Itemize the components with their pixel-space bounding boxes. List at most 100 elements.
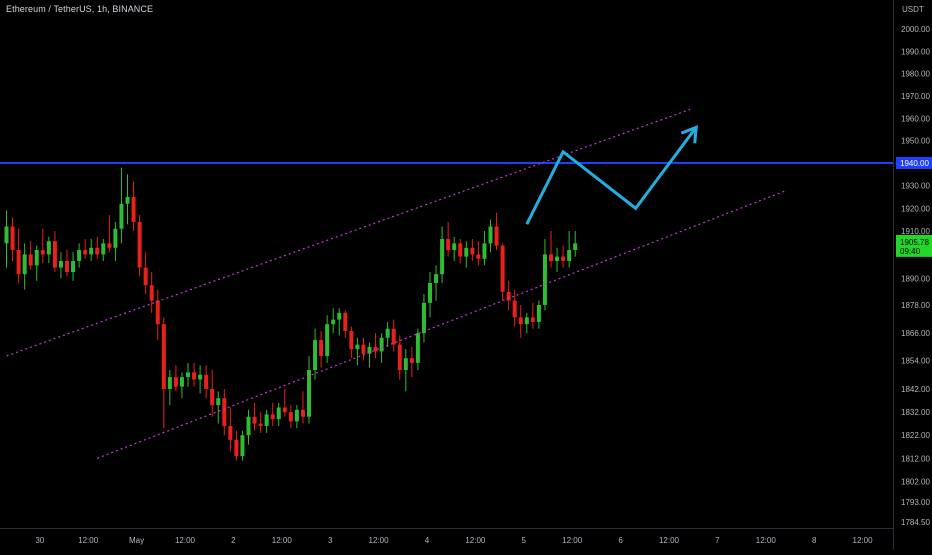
candle-body (222, 398, 227, 426)
candle-body (4, 226, 9, 244)
price-tick-label: 1812.00 (901, 454, 930, 463)
price-tick-label: 1854.00 (901, 357, 930, 366)
candle-body (65, 261, 69, 272)
candle-body (77, 250, 82, 261)
candle-countdown: 09:40 (900, 247, 921, 256)
candle (89, 239, 94, 261)
candle (101, 239, 106, 261)
candle (34, 245, 39, 281)
candle (542, 239, 547, 311)
candle (391, 319, 396, 352)
candle-body (22, 254, 27, 275)
time-tick-label: 30 (35, 536, 44, 545)
drawings-layer (0, 108, 893, 459)
price-tick-label: 1960.00 (901, 114, 930, 123)
candle-body (52, 241, 57, 268)
time-axis[interactable]: 30 12:00 May 12:00 2 12:00 3 12:00 4 12:00 5 12:00 6… (35, 536, 873, 545)
candle (4, 210, 9, 268)
candle (440, 226, 445, 283)
candle (536, 300, 541, 329)
price-tick-label: 1866.00 (901, 329, 930, 338)
candle-body (192, 372, 197, 380)
candle (446, 221, 451, 257)
candle (131, 181, 136, 231)
candle-body (10, 226, 15, 250)
candle-body (542, 254, 547, 305)
candle-body (512, 300, 517, 318)
candle-body (397, 344, 402, 370)
candle (506, 280, 511, 311)
candle (409, 346, 414, 378)
candle-body (46, 241, 51, 255)
candle (137, 215, 142, 277)
candle-body (549, 254, 553, 261)
candle-body (428, 283, 432, 303)
candle-body (149, 285, 154, 301)
candle (222, 389, 227, 436)
candle (155, 289, 160, 341)
price-tick-label: 1784.50 (901, 518, 930, 527)
time-tick-label: 12:00 (78, 536, 99, 545)
candle (379, 333, 384, 363)
candle-body (476, 254, 481, 259)
projection-arrowhead (680, 124, 698, 144)
candle-body (500, 245, 505, 292)
candle-body (83, 250, 88, 255)
candle (270, 402, 275, 426)
candle (264, 409, 269, 433)
candle-body (391, 328, 396, 345)
candle (16, 228, 21, 283)
candle-body (361, 344, 366, 354)
candle-body (95, 247, 100, 255)
time-tick-label: 7 (715, 536, 720, 545)
time-tick-label: 2 (231, 536, 236, 545)
candle-body (530, 317, 535, 322)
price-axis[interactable]: 2000.00 1990.00 1980.00 1970.00 1960.00 1950.… (901, 25, 930, 527)
candle (524, 312, 529, 334)
candle-body (367, 346, 372, 354)
candle-body (155, 300, 160, 325)
candle (173, 365, 178, 392)
candle (65, 250, 69, 277)
price-tick-label: 1980.00 (901, 70, 930, 79)
price-tick-label: 1878.00 (901, 301, 930, 310)
candle-body (409, 358, 414, 363)
time-tick-label: 12:00 (756, 536, 777, 545)
candle-body (470, 247, 475, 255)
price-tick-label: 2000.00 (901, 25, 930, 34)
candle (549, 231, 553, 268)
candle-body (452, 243, 457, 250)
symbol-title: Ethereum / TetherUS, 1h, BINANCE (6, 4, 154, 14)
candle (319, 330, 324, 368)
candle (95, 236, 100, 259)
channel-upper-line (6, 108, 691, 357)
candle-body (119, 203, 124, 229)
time-tick-label: 12:00 (369, 536, 390, 545)
price-tick-label: 1920.00 (901, 204, 930, 213)
candle-body (288, 412, 293, 422)
level-tag-bg (896, 157, 932, 169)
candle (167, 370, 172, 406)
candle (52, 231, 57, 272)
candle-body (252, 416, 257, 424)
price-tick-label: 1832.00 (901, 408, 930, 417)
candle (464, 241, 469, 268)
candle (415, 328, 420, 370)
candle (300, 391, 305, 424)
time-tick-label: 12:00 (562, 536, 583, 545)
candle-body (204, 374, 209, 389)
candle (397, 335, 402, 380)
candle-body (167, 377, 172, 389)
candle-body (89, 247, 94, 255)
candle (518, 305, 523, 338)
candle-body (331, 319, 336, 325)
candle (428, 272, 432, 318)
candle-body (561, 256, 566, 261)
candle-body (131, 196, 136, 222)
candle-body (28, 254, 33, 266)
candle (10, 217, 15, 261)
candle (573, 231, 578, 257)
